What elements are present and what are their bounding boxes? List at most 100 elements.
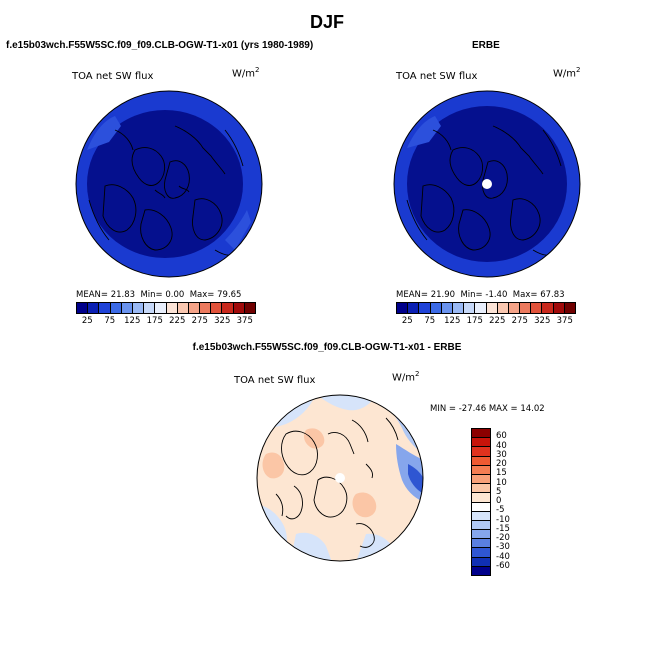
left-colorbar-swatch: [121, 303, 133, 313]
left-colorbar-tick: 125: [124, 316, 141, 326]
right-colorbar: [396, 302, 576, 314]
left-colorbar-swatch: [166, 303, 178, 313]
left-stats: MEAN= 21.83 Min= 0.00 Max= 79.65: [76, 290, 242, 300]
left-colorbar-ticks: 25 75 125 175 225 275 325 375: [76, 316, 256, 328]
diff-colorbar-swatch: [472, 502, 490, 512]
right-colorbar-swatch: [452, 303, 465, 313]
diff-colorbar-swatch: [472, 557, 490, 567]
left-colorbar-tick: 275: [191, 316, 208, 326]
left-colorbar-swatch: [144, 303, 156, 313]
right-colorbar-swatch: [464, 303, 476, 313]
left-variable-label: TOA net SW flux: [72, 71, 154, 82]
left-colorbar-swatch: [155, 303, 167, 313]
diff-case-title: f.e15b03wch.F55W5SC.f09_f09.CLB-OGW-T1-x…: [192, 342, 462, 353]
left-units-label: W/m2: [232, 66, 260, 80]
left-colorbar-tick: 225: [169, 316, 186, 326]
diff-colorbar-ticks: 60 40 30 20 15 10 5 0 -5 -10 -15 -20 -30 -40 -60: [496, 428, 536, 576]
diff-colorbar-tick: -40: [496, 551, 510, 562]
diff-colorbar-swatch: [472, 429, 490, 439]
right-colorbar-tick: 375: [556, 316, 573, 326]
right-case-title: ERBE: [472, 40, 500, 51]
right-colorbar-swatch: [497, 303, 509, 313]
diff-colorbar-tick: 60: [496, 431, 507, 442]
left-colorbar-swatch: [77, 303, 89, 313]
right-units-label: W/m2: [553, 66, 581, 80]
diff-colorbar-swatch: [472, 484, 490, 494]
main-title: DJF: [309, 12, 344, 32]
diff-colorbar-swatch: [472, 530, 490, 540]
diff-colorbar-tick: 30: [496, 449, 507, 460]
diff-colorbar-tick: 5: [496, 486, 502, 497]
left-colorbar-swatch: [188, 303, 201, 313]
right-colorbar-tick: 125: [444, 316, 461, 326]
diff-colorbar-swatch: [472, 447, 490, 457]
left-colorbar-swatch: [222, 303, 234, 313]
right-colorbar-tick: 325: [534, 316, 551, 326]
diff-colorbar-swatch: [472, 465, 490, 475]
left-colorbar-tick: 75: [104, 316, 116, 326]
diff-colorbar-swatch: [472, 438, 490, 448]
right-colorbar-tick: 175: [466, 316, 483, 326]
right-colorbar-tick: 25: [401, 316, 413, 326]
right-colorbar-swatch: [508, 303, 521, 313]
left-colorbar-swatch: [110, 303, 122, 313]
diff-colorbar-swatch: [472, 474, 490, 485]
right-colorbar-tick: 275: [511, 316, 528, 326]
left-colorbar: [76, 302, 256, 314]
diff-variable-label: TOA net SW flux: [234, 375, 316, 386]
diff-colorbar-swatch: [472, 548, 490, 558]
diff-colorbar-tick: 20: [496, 459, 507, 469]
diff-colorbar-tick: -60: [496, 560, 510, 571]
diff-colorbar-swatch: [472, 566, 490, 575]
right-colorbar-swatch: [441, 303, 453, 313]
left-colorbar-swatch: [211, 303, 223, 313]
left-colorbar-swatch: [99, 303, 111, 313]
right-colorbar-swatch: [520, 303, 532, 313]
diff-units-label: W/m2: [392, 370, 420, 384]
right-colorbar-swatch: [564, 303, 575, 313]
left-case-title: f.e15b03wch.F55W5SC.f09_f09.CLB-OGW-T1-x…: [6, 40, 314, 51]
left-polar-map: [75, 90, 263, 278]
diff-colorbar-tick: 40: [496, 440, 507, 451]
right-colorbar-tick: 75: [424, 316, 436, 326]
left-colorbar-tick: 25: [81, 316, 93, 326]
diff-colorbar: [471, 428, 491, 576]
right-colorbar-swatch: [531, 303, 543, 313]
right-colorbar-swatch: [475, 303, 487, 313]
right-colorbar-swatch: [419, 303, 431, 313]
diff-colorbar-swatch: [472, 511, 490, 521]
diff-colorbar-swatch: [472, 493, 490, 503]
right-colorbar-ticks: 25 75 125 175 225 275 325 375: [396, 316, 576, 328]
diff-colorbar-swatch: [472, 520, 490, 531]
diff-colorbar-tick: -20: [496, 533, 510, 543]
diff-colorbar-swatch: [472, 456, 490, 466]
left-colorbar-swatch: [132, 303, 145, 313]
diff-colorbar-tick: 10: [496, 477, 507, 488]
diff-colorbar-swatch: [472, 539, 490, 549]
left-colorbar-swatch: [88, 303, 100, 313]
right-colorbar-swatch: [553, 303, 565, 313]
diff-colorbar-tick: -15: [496, 523, 510, 534]
left-colorbar-swatch: [244, 303, 255, 313]
diff-colorbar-tick: 0: [496, 496, 502, 506]
left-colorbar-tick: 375: [236, 316, 253, 326]
diff-colorbar-tick: 15: [496, 468, 507, 479]
left-colorbar-swatch: [233, 303, 245, 313]
right-colorbar-swatch: [486, 303, 498, 313]
right-variable-label: TOA net SW flux: [396, 71, 478, 82]
right-polar-map: [393, 90, 581, 278]
diff-polar-map: [256, 394, 424, 562]
left-colorbar-swatch: [177, 303, 189, 313]
right-colorbar-tick: 225: [489, 316, 506, 326]
diff-stats: MIN = -27.46 MAX = 14.02: [430, 404, 545, 414]
left-colorbar-tick: 175: [146, 316, 163, 326]
right-colorbar-swatch: [397, 303, 409, 313]
right-colorbar-swatch: [430, 303, 442, 313]
right-colorbar-swatch: [542, 303, 554, 313]
right-stats: MEAN= 21.90 Min= -1.40 Max= 67.83: [396, 290, 565, 300]
left-colorbar-tick: 325: [214, 316, 231, 326]
diff-colorbar-tick: -10: [496, 514, 510, 525]
diff-colorbar-tick: -30: [496, 542, 510, 553]
diff-colorbar-tick: -5: [496, 505, 505, 516]
right-colorbar-swatch: [408, 303, 420, 313]
